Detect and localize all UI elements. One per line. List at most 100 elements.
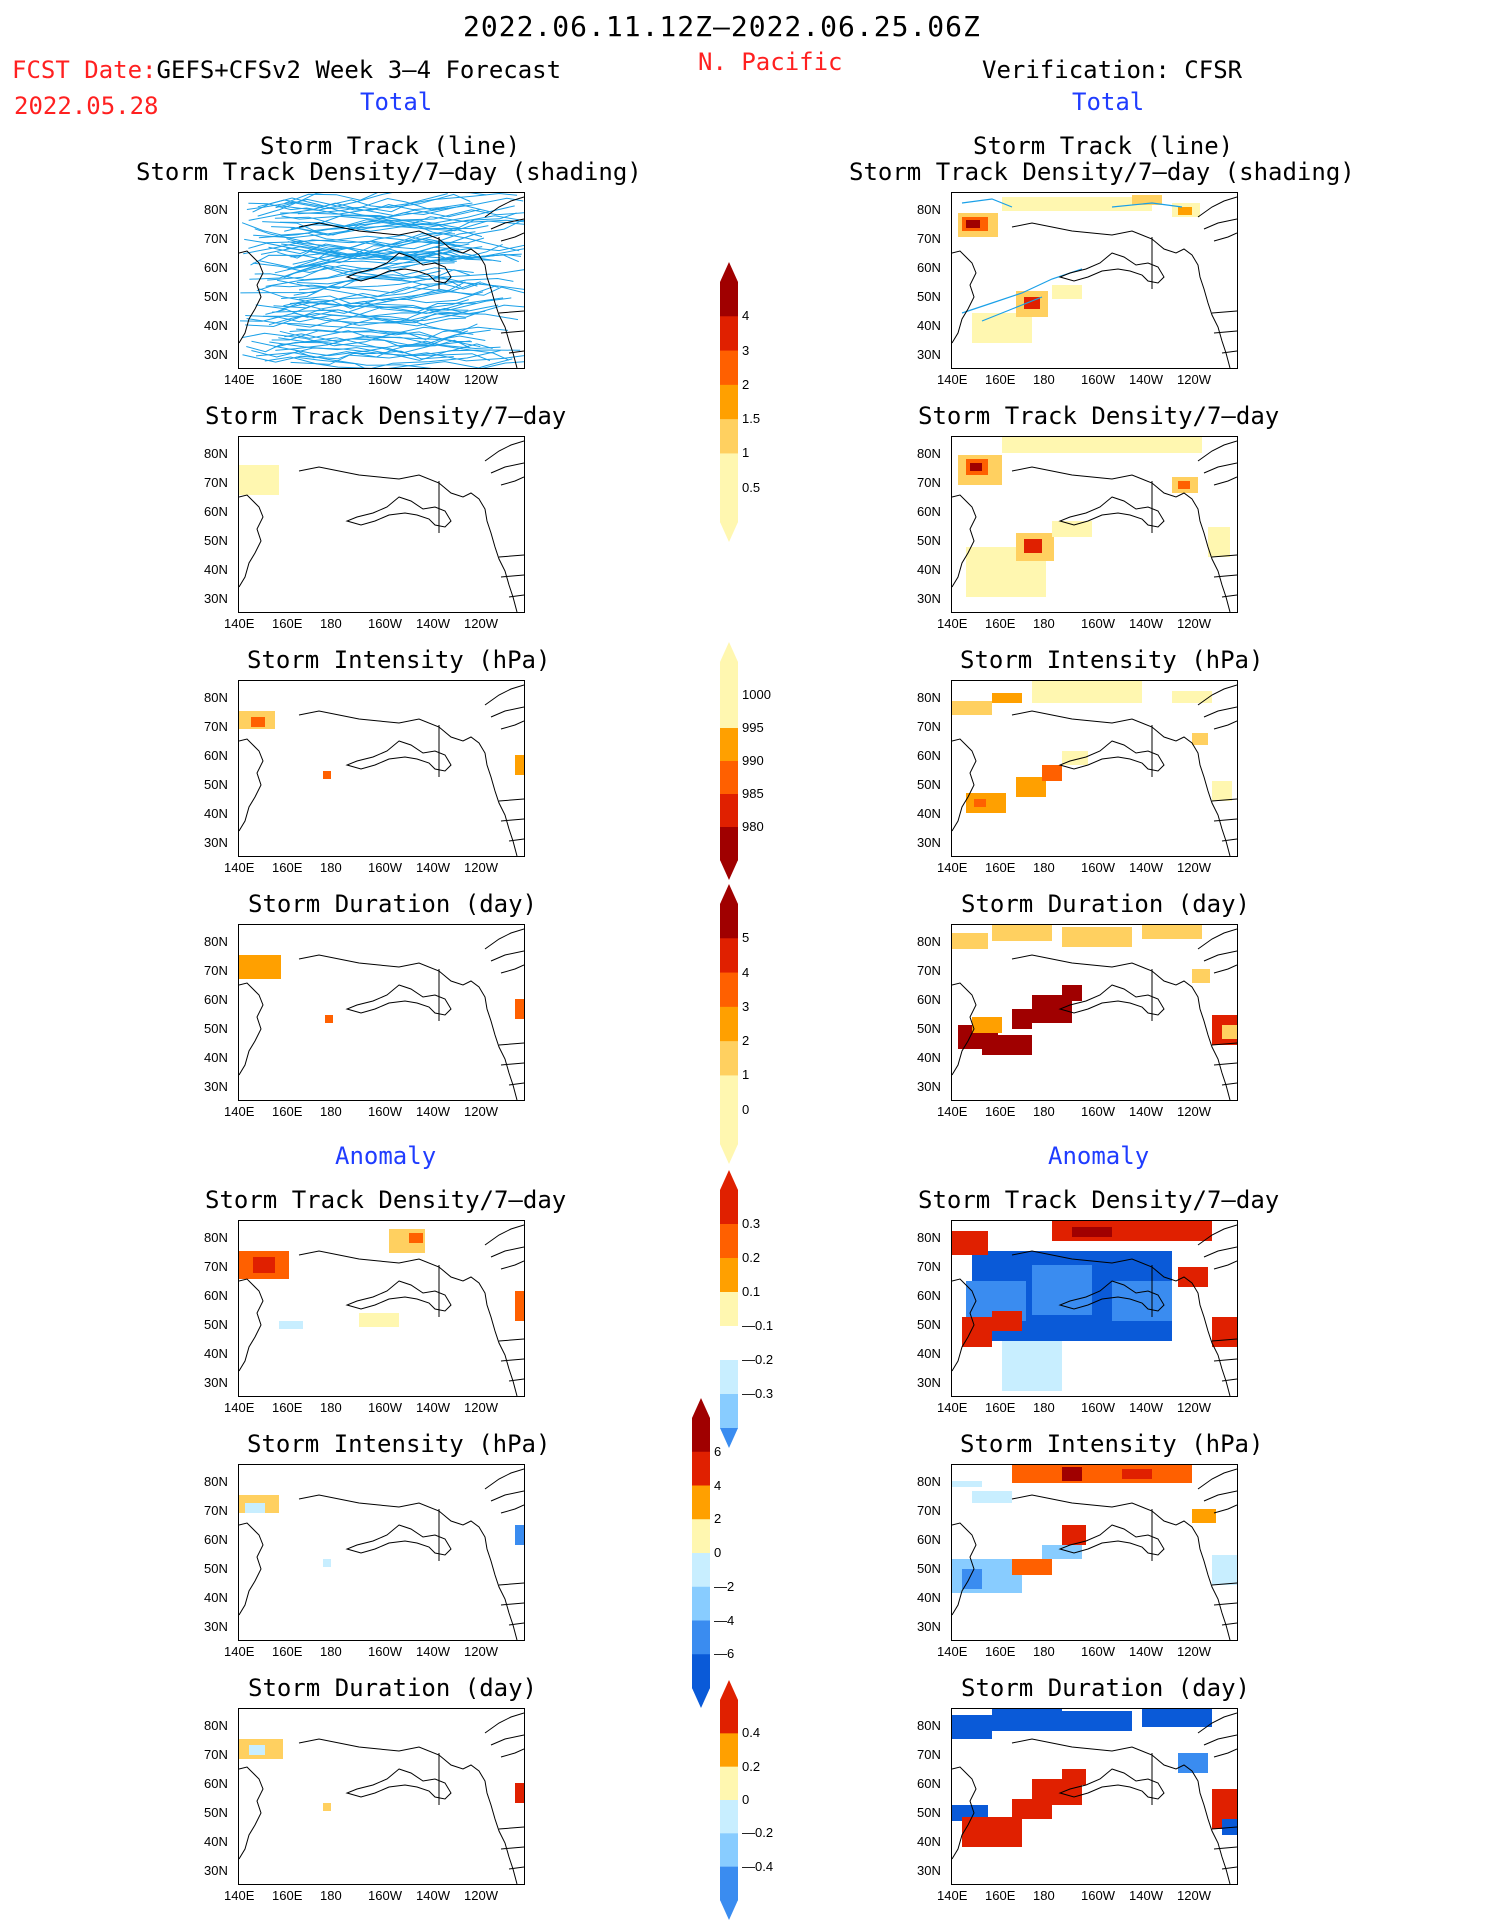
lat-tick-label: 60N [917,992,941,1007]
shaded-cell [972,313,1032,343]
colorbar-segment [720,1700,738,1734]
colorbar-arrow-bottom [692,1688,710,1708]
colorbar-tick-label: 3 [742,342,750,358]
colorbar-intensity: 1000 995 990 985 980 [718,642,778,880]
shaded-cell [1012,1465,1192,1483]
colorbar-segment [720,1326,738,1361]
shaded-cell [1062,1525,1086,1545]
colorbar-tick-label: —0.2 [742,1352,774,1367]
map-verif-duration [951,924,1238,1101]
lat-tick-label: 60N [917,1288,941,1303]
colorbar-arrow-top [692,1398,710,1418]
lon-tick-label: 140W [416,1400,450,1415]
storm-track-line [245,314,466,327]
panel-title-r2: Storm Track Density/7—day [918,402,1280,430]
lat-tick-label: 50N [204,533,228,548]
shaded-cell [1042,1545,1082,1559]
colorbar-tick-label: —0.4 [742,1858,774,1874]
lat-tick-label: 60N [917,260,941,275]
shaded-cell [515,1525,524,1545]
lat-tick-label: 30N [917,835,941,850]
map-canvas [952,681,1237,856]
lon-tick-label: 120W [1177,1888,1211,1903]
lon-tick-label: 160W [368,1400,402,1415]
panel-title-l3: Storm Intensity (hPa) [247,646,551,674]
lon-tick-label: 140W [1129,616,1163,631]
storm-track-line [250,254,464,266]
coastline [952,196,1237,368]
lat-tick-label: 80N [917,934,941,949]
colorbar-segment [720,1006,738,1042]
storm-track-line [274,216,524,232]
lat-tick-label: 30N [917,1079,941,1094]
storm-track-line [246,197,449,211]
lat-tick-label: 50N [204,1021,228,1036]
lon-tick-label: 180 [320,1644,342,1659]
shaded-cell [1178,1753,1208,1773]
storm-track-line [284,193,487,204]
colorbar-tick-label: 6 [714,1443,722,1459]
colorbar-graphic [720,884,738,1164]
lat-tick-label: 70N [917,719,941,734]
colorbar-arrow-top [720,884,738,904]
lat-tick-label: 80N [917,1718,941,1733]
colorbar-segment [720,350,738,386]
fcst-model: GEFS+CFSv2 Week 3—4 Forecast [156,56,562,84]
colorbar-segment [720,1833,738,1868]
storm-track-line [981,296,1043,322]
colorbar-segment [720,1733,738,1768]
shaded-cell [515,999,524,1019]
map-verif-intensity [951,680,1238,857]
lon-tick-label: 120W [464,616,498,631]
lon-tick-label: 160W [368,860,402,875]
total-label-right: Total [1072,88,1145,116]
panel-title-r3: Storm Intensity (hPa) [960,646,1264,674]
lon-tick-label: 140W [416,860,450,875]
lon-tick-label: 160E [985,1104,1016,1119]
lon-tick-label: 160E [985,1644,1016,1659]
lon-tick-label: 140E [224,1888,255,1903]
lon-tick-label: 180 [320,616,342,631]
colorbar-arrow-bottom [720,1144,738,1164]
shaded-cell [515,1783,524,1803]
fcst-date-label: FCST Date: [12,56,157,84]
storm-track-line [275,198,473,211]
coastline [239,196,524,368]
lat-tick-label: 30N [917,347,941,362]
lat-tick-label: 70N [917,1503,941,1518]
lat-tick-label: 60N [204,1288,228,1303]
lat-tick-label: 70N [204,719,228,734]
coastline [239,440,524,612]
shaded-cell [1112,1281,1172,1321]
coastline [239,1224,524,1396]
colorbar-segment [720,1075,738,1111]
colorbar-tick-label: 980 [742,819,764,834]
lon-tick-label: 140E [224,860,255,875]
shaded-cell [1062,927,1132,947]
lon-tick-label: 160E [985,616,1016,631]
storm-track-line [961,198,1013,208]
storm-track-line [259,260,478,287]
colorbar-segment [720,419,738,454]
colorbar-tick-label: 0.2 [742,1250,761,1265]
lon-tick-label: 120W [464,1644,498,1659]
lon-tick-label: 140E [224,1644,255,1659]
lon-tick-label: 140E [937,1400,968,1415]
colorbar-arrow-top [720,642,738,662]
map-verif-track-line [951,192,1238,369]
shaded-cell [1222,1025,1237,1039]
lon-tick-label: 160E [272,1888,303,1903]
panel-title-l1b: Storm Track Density/7—day (shading) [136,158,642,186]
shaded-cell [952,701,992,715]
lon-tick-label: 140W [416,1888,450,1903]
map-canvas [239,928,524,1100]
shaded-cell [1122,1469,1152,1479]
shaded-cell [1172,691,1212,703]
shaded-cell [1042,765,1062,781]
map-canvas [239,1712,524,1884]
colorbar-segment [720,794,738,828]
lat-tick-label: 70N [917,1259,941,1274]
lat-tick-label: 80N [204,934,228,949]
colorbar-arrow-bottom [720,860,738,880]
shaded-cell [1132,195,1162,205]
